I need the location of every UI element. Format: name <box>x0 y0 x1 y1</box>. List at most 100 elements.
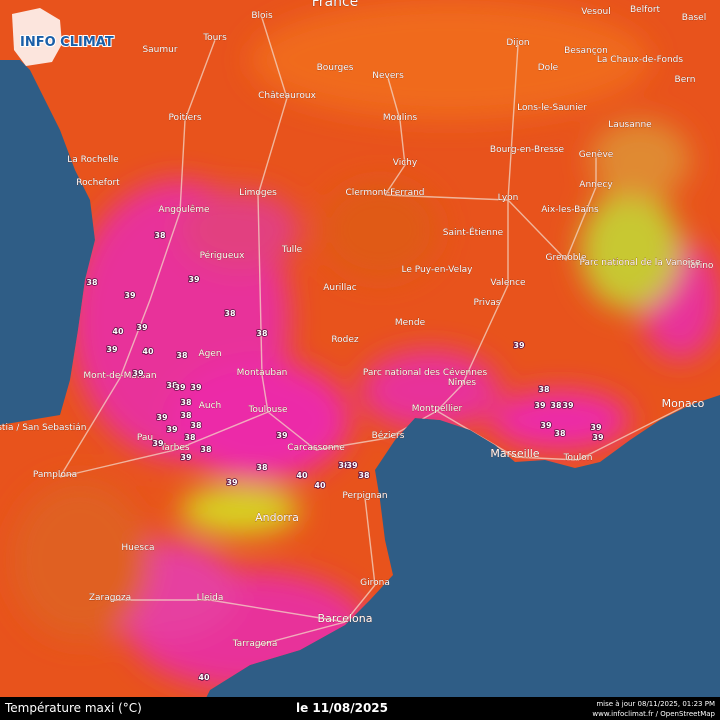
temperature-label: 40 <box>142 347 154 356</box>
logo-text: INFO CLIMAT <box>20 35 114 50</box>
city-label: Marseille <box>490 447 539 460</box>
city-label: Saumur <box>142 45 177 55</box>
city-label: Vesoul <box>581 7 610 17</box>
city-label: Poitiers <box>168 113 201 123</box>
city-label: Grenoble <box>546 253 587 263</box>
city-label: Bourges <box>317 63 354 73</box>
city-label: Parc national des Cévennes <box>363 367 488 378</box>
temperature-label: 39 <box>106 345 118 354</box>
temperature-label: 39 <box>174 383 186 392</box>
temperature-label: 39 <box>124 291 136 300</box>
temperature-label: 38 <box>190 421 202 430</box>
city-label: La Chaux-de-Fonds <box>597 55 683 65</box>
city-label: Auch <box>199 401 222 411</box>
city-label: Zaragoza <box>89 593 131 603</box>
city-labels: Blois Tours Saumur Bourges Nevers Dijon Vesoul… <box>0 5 714 649</box>
temperature-label: 39 <box>346 461 358 470</box>
city-label: Tarragona <box>232 639 278 649</box>
temperature-label: 39 <box>190 383 202 392</box>
footer-update: mise à jour 08/11/2025, 01:23 PM <box>596 700 715 708</box>
city-label: Aurillac <box>323 283 357 293</box>
temperature-label: 38 <box>166 381 178 390</box>
logo: INFO CLIMAT <box>12 8 115 66</box>
temperature-label: 38 <box>86 278 98 287</box>
temperature-label: 38 <box>184 433 196 442</box>
temperature-label: 40 <box>296 471 308 480</box>
city-label: Huesca <box>121 543 154 553</box>
city-label: Tulle <box>281 245 303 255</box>
temperature-label: 39 <box>540 421 552 430</box>
temperature-label: 40 <box>198 673 210 682</box>
city-label: Vichy <box>393 158 418 168</box>
city-label: Agen <box>198 349 221 359</box>
city-label: Rodez <box>331 335 359 345</box>
city-label: Bern <box>675 75 696 85</box>
city-label: Valence <box>490 278 526 288</box>
temperature-label: 39 <box>136 323 148 332</box>
city-label: Girona <box>360 578 390 588</box>
city-label: Pau <box>137 433 153 443</box>
temperature-label: 39 <box>156 413 168 422</box>
temperature-label: 39 <box>166 425 178 434</box>
temperature-label: 40 <box>314 481 326 490</box>
temperature-label: 40 <box>112 327 124 336</box>
temperature-label: 39 <box>590 423 602 432</box>
city-label: Pamplona <box>33 470 77 480</box>
city-label: Le Puy-en-Velay <box>402 265 474 275</box>
city-label: Toulon <box>563 453 593 463</box>
city-label: Angoulême <box>158 204 210 215</box>
city-label: Rochefort <box>76 178 120 188</box>
temperature-label: 38 <box>176 351 188 360</box>
city-label: Bourg-en-Bresse <box>490 145 565 155</box>
city-label: La Rochelle <box>67 155 119 165</box>
city-label: Montauban <box>237 368 288 378</box>
city-label: Périgueux <box>200 250 246 261</box>
city-label: Lausanne <box>608 120 652 130</box>
footer-title: Température maxi (°C) <box>4 701 142 715</box>
temperature-label: 38 <box>180 398 192 407</box>
footer-date: le 11/08/2025 <box>296 701 388 715</box>
city-label: Besançon <box>564 46 608 56</box>
temperature-label: 39 <box>562 401 574 410</box>
temperature-label: 38 <box>358 471 370 480</box>
footer-credit: www.infoclimat.fr / OpenStreetMap <box>592 710 715 718</box>
city-label: Lyon <box>498 193 519 203</box>
city-label: Toulouse <box>247 405 288 415</box>
city-label: Nîmes <box>448 378 477 388</box>
city-label: Privas <box>474 298 501 308</box>
city-label: Béziers <box>372 430 405 441</box>
city-label: Lleida <box>197 593 224 603</box>
city-label: Monaco <box>662 397 705 410</box>
city-label: Annecy <box>579 180 613 190</box>
footer-bar <box>0 697 720 720</box>
temperature-label: 38 <box>256 463 268 472</box>
city-label: Aix-les-Bains <box>541 205 599 215</box>
city-label: Parc national de la Vanoise <box>579 258 701 268</box>
city-label: Lons-le-Saunier <box>517 103 587 113</box>
city-label: Saint-Étienne <box>443 226 504 238</box>
city-label: Mont-de-Marsan <box>83 371 156 381</box>
city-label: Torino <box>686 261 714 271</box>
temperature-label: 38 <box>554 429 566 438</box>
city-label: Moulins <box>383 113 418 123</box>
city-label: Genève <box>579 149 614 160</box>
city-label: Dijon <box>506 38 529 48</box>
temperature-label: 39 <box>226 478 238 487</box>
temperature-label: 38 <box>550 401 562 410</box>
temperature-label: 39 <box>152 439 164 448</box>
temperature-label: 38 <box>338 461 350 470</box>
city-label: Mende <box>395 318 426 328</box>
city-label: Tarbes <box>159 443 189 453</box>
temperature-label: 39 <box>276 431 288 440</box>
city-label: Carcassonne <box>287 443 345 453</box>
temperature-label: 39 <box>132 369 144 378</box>
temperature-label: 39 <box>180 453 192 462</box>
temperature-label: 39 <box>188 275 200 284</box>
city-label: Barcelona <box>318 612 373 625</box>
city-label: Limoges <box>239 188 277 198</box>
city-label: Andorra <box>255 511 299 524</box>
city-label: Châteauroux <box>258 91 317 101</box>
